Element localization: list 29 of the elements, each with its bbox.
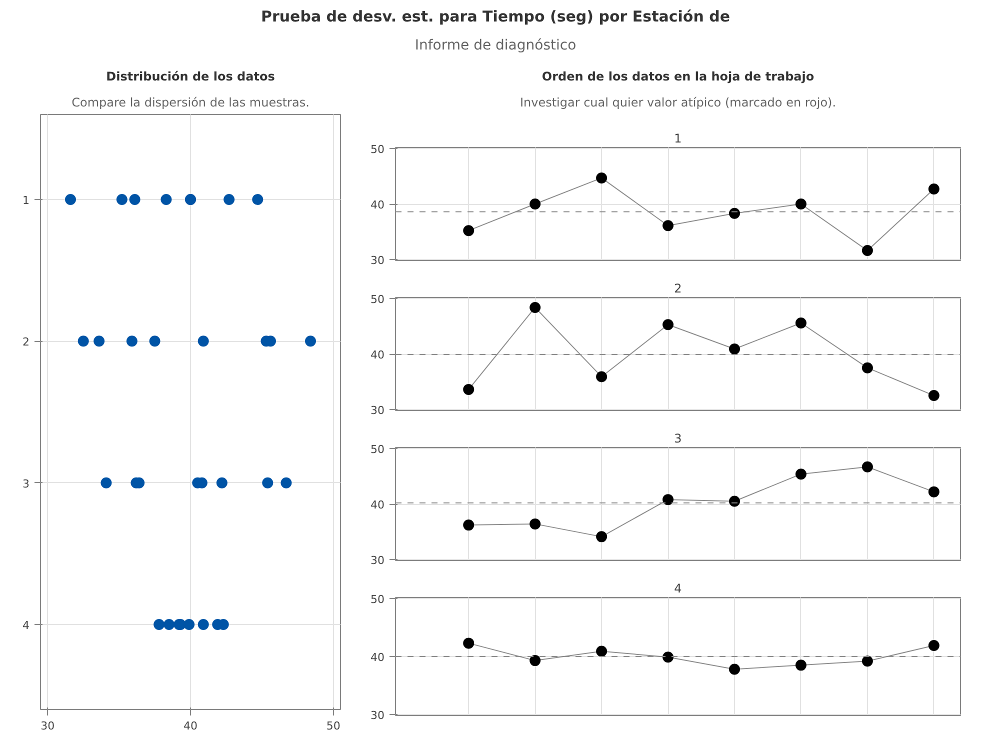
chart-title: 2 <box>674 282 682 296</box>
chart-subtitle: Compare la dispersión de las muestras. <box>72 96 310 110</box>
x-tick-label: 40 <box>184 720 198 732</box>
y-tick-label: 30 <box>370 708 385 722</box>
y-tick-label: 50 <box>370 143 385 156</box>
chart-title: 1 <box>674 132 682 146</box>
text: Orden de los datos en la hoja de trabajo <box>542 70 814 84</box>
chart-title: 3 <box>674 432 682 446</box>
y-tick-label: 50 <box>370 293 385 306</box>
y-tick-label: 40 <box>370 198 385 212</box>
y-tick-label: 40 <box>370 348 385 362</box>
y-tick-label: 50 <box>370 593 385 606</box>
x-tick-label: 30 <box>40 720 55 732</box>
y-tick-label: 40 <box>370 651 385 664</box>
y-tick-label: 1 <box>22 194 30 207</box>
y-tick-label: 3 <box>22 477 30 490</box>
x-tick-label: 50 <box>326 720 340 732</box>
y-tick-label: 30 <box>370 404 385 417</box>
y-tick-label: 4 <box>22 619 30 632</box>
chart-title: 4 <box>674 582 682 596</box>
text: Prueba de desv. est. para Tiempo (seg) por Estación de <box>260 8 730 26</box>
y-tick-label: 30 <box>370 554 385 567</box>
text: Informe de diagnóstico <box>414 38 576 54</box>
y-tick-label: 30 <box>370 254 385 267</box>
chart-title: Distribución de los datos <box>106 70 275 84</box>
y-tick-label: 2 <box>22 336 30 349</box>
y-tick-label: 40 <box>370 498 385 512</box>
text: Investigar cual quier valor atípico (marcado en rojo). <box>520 96 836 110</box>
y-tick-label: 50 <box>370 443 385 456</box>
